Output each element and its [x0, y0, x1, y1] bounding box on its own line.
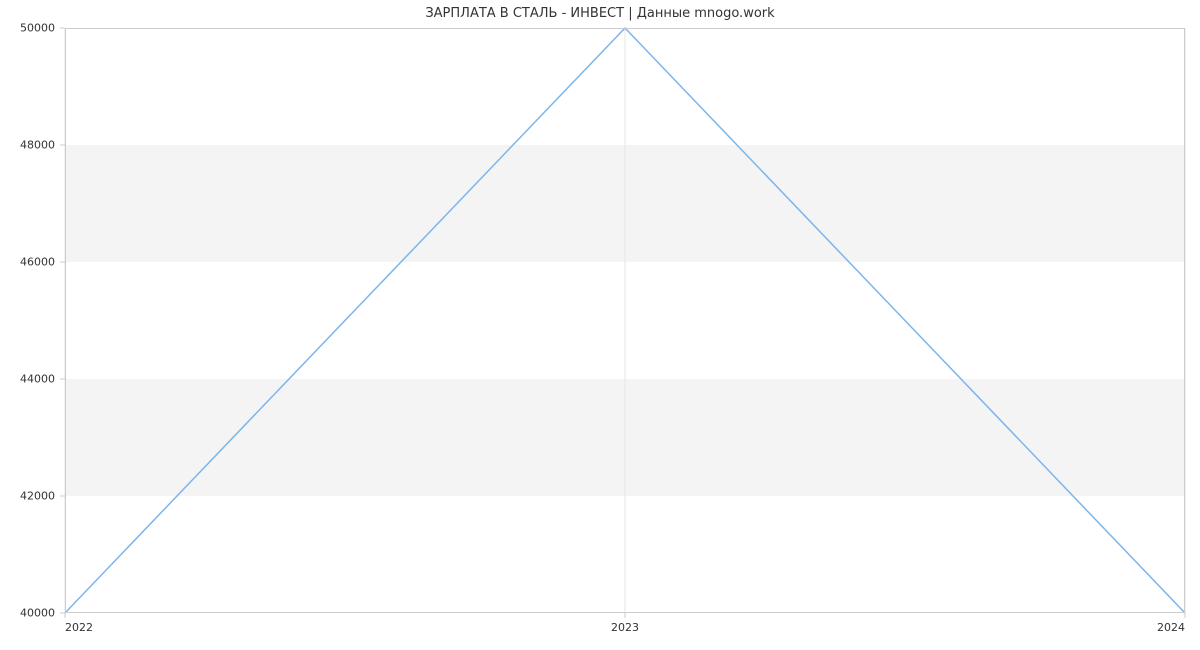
- chart-title: ЗАРПЛАТА В СТАЛЬ - ИНВЕСТ | Данные mnogo…: [0, 6, 1200, 21]
- y-tick-label: 48000: [0, 139, 55, 152]
- y-tick-label: 40000: [0, 607, 55, 620]
- x-tick-label: 2023: [611, 621, 639, 634]
- chart-container: ЗАРПЛАТА В СТАЛЬ - ИНВЕСТ | Данные mnogo…: [0, 0, 1200, 650]
- x-tick-label: 2022: [65, 621, 93, 634]
- y-tick-label: 44000: [0, 373, 55, 386]
- y-tick-label: 50000: [0, 22, 55, 35]
- plot-area: [65, 28, 1185, 613]
- y-tick-label: 42000: [0, 490, 55, 503]
- x-tick-label: 2024: [1157, 621, 1185, 634]
- y-tick-label: 46000: [0, 256, 55, 269]
